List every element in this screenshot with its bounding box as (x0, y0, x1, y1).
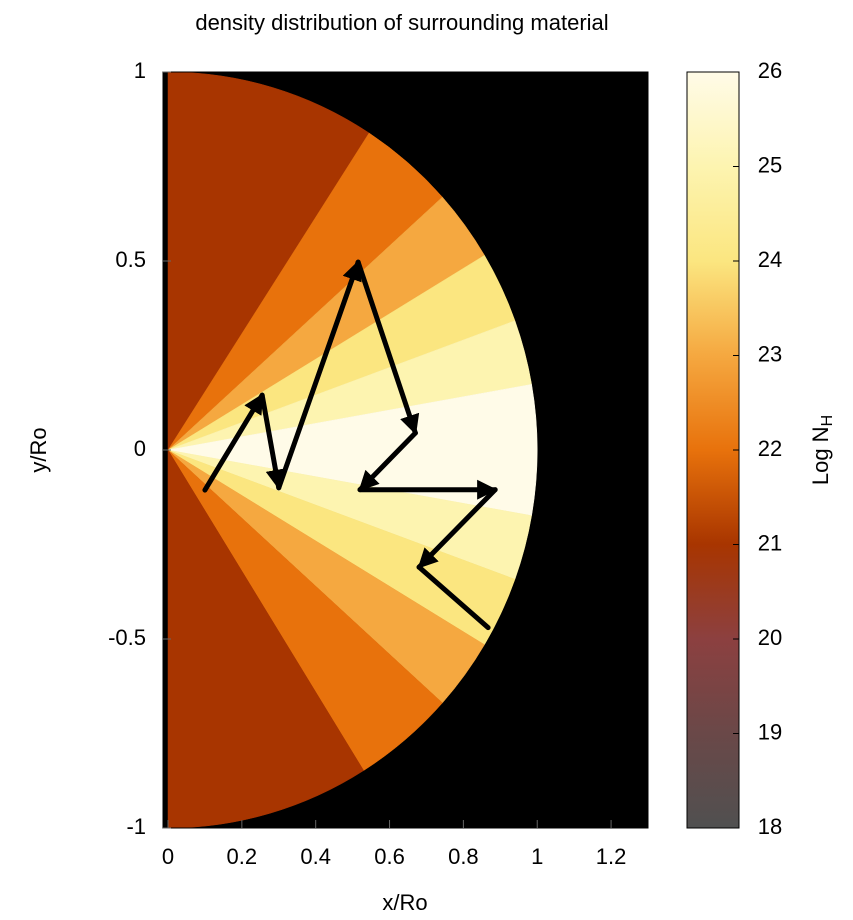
x-axis-label: x/Ro (382, 890, 427, 915)
x-tick-label: 1 (531, 844, 543, 869)
y-tick-label: -1 (126, 814, 146, 839)
path-segment (259, 392, 286, 491)
y-tick-label: 0 (134, 436, 146, 461)
x-tick-label: 0.6 (374, 844, 405, 869)
colorbar-tick-label: 25 (758, 152, 782, 177)
sector (167, 384, 538, 516)
x-tick-label: 0 (162, 844, 174, 869)
path-segment (416, 564, 491, 631)
x-tick-label: 0.8 (448, 844, 479, 869)
colorbar-label: Log NH (808, 415, 836, 485)
axes: 0 0.2 0.4 0.6 0.8 1 1.2 -1 -0.5 0 0.5 1 18 19 20 21 22 23… (108, 58, 782, 869)
path-segment (416, 487, 498, 570)
chart-title: density distribution of surrounding mate… (195, 10, 608, 35)
colorbar-tick-label: 20 (758, 625, 782, 650)
colorbar-tick-label: 22 (758, 436, 782, 461)
colorbar-label-sub: H (819, 415, 836, 427)
plot-area (163, 72, 648, 828)
x-tick-label: 0.2 (227, 844, 258, 869)
y-tick-label: 1 (134, 58, 146, 83)
x-tick-label: 1.2 (596, 844, 627, 869)
colorbar-tick-label: 19 (758, 719, 782, 744)
y-tick-label: -0.5 (108, 625, 146, 650)
colorbar-tick-label: 18 (758, 814, 782, 839)
path-segment (202, 392, 265, 493)
colorbar-tick-label: 24 (758, 247, 782, 272)
y-tick-label: 0.5 (115, 247, 146, 272)
path-segment (276, 259, 362, 491)
colorbar (686, 71, 740, 829)
colorbar-tick-label: 26 (758, 58, 782, 83)
path-segment (357, 430, 418, 493)
path-segment (355, 259, 420, 436)
x-tick-label: 0.4 (300, 844, 331, 869)
colorbar-tick-label: 23 (758, 341, 782, 366)
colorbar-tick-label: 21 (758, 530, 782, 555)
y-axis-label: y/Ro (26, 427, 51, 472)
colorbar-label-main: Log N (808, 426, 833, 485)
